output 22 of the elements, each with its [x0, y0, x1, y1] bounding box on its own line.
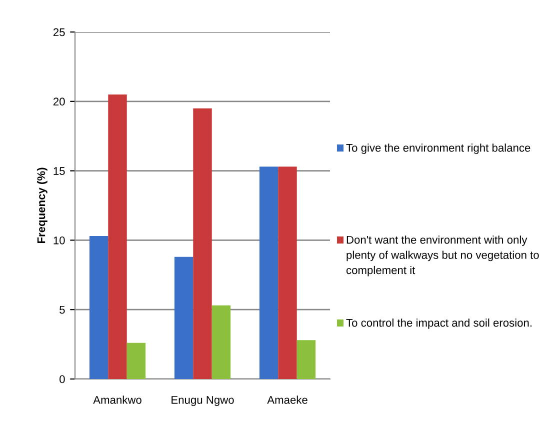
- bar: [108, 94, 127, 379]
- legend-label: Don't want the environment with only plenty of walkways but no vegetation to complement it: [346, 236, 539, 276]
- x-tick-label: Amankwo: [93, 396, 142, 404]
- bar: [278, 166, 297, 379]
- x-tick-label: Amaeke: [267, 396, 308, 404]
- bar: [174, 256, 194, 379]
- x-tick-label: Enugu Ngwo: [172, 396, 234, 406]
- y-tick-label: 15: [54, 167, 65, 175]
- bar: [89, 236, 108, 379]
- bar: [259, 166, 278, 379]
- y-tick-label: 0: [60, 375, 65, 384]
- y-axis-title: Frequency (%): [37, 168, 48, 244]
- bar: [126, 342, 146, 379]
- bar: [212, 305, 231, 379]
- legend-label: To give the environment right balance: [346, 144, 530, 154]
- y-tick-label: 10: [54, 236, 65, 244]
- bar: [193, 108, 212, 379]
- legend-label: To control the impact and soil erosion.: [346, 318, 532, 329]
- y-tick-label: 20: [53, 98, 65, 106]
- y-tick-label: 25: [53, 28, 65, 36]
- bar: [296, 340, 316, 379]
- y-tick-label: 5: [60, 306, 65, 314]
